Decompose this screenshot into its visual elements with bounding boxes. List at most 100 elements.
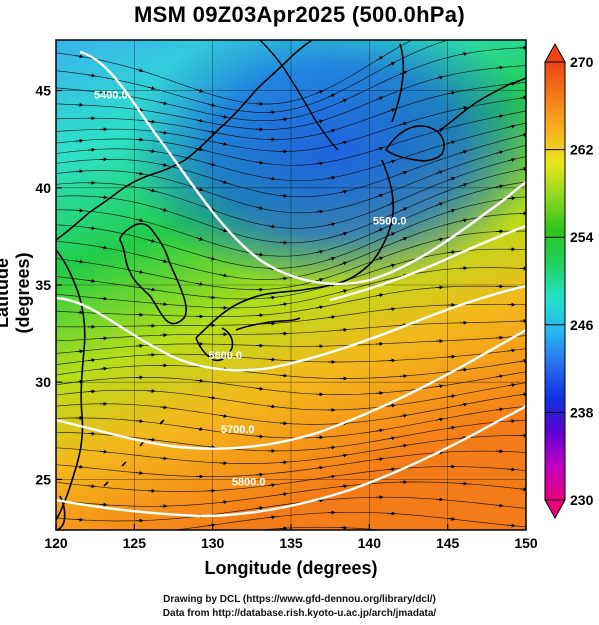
wind-arrow [147,119,156,124]
wind-arrow [99,245,108,250]
x-axis-label: Longitude (degrees) [204,558,378,578]
streamline [56,371,526,395]
wind-arrow [519,95,526,100]
x-tick-label: 150 [514,535,538,551]
coastlines [56,40,526,530]
wind-arrow [327,474,336,479]
wind-arrow [375,228,384,233]
wind-arrow [195,187,204,192]
wind-arrow [447,425,456,430]
wind-arrow [207,395,216,400]
wind-arrow [219,142,228,146]
wind-arrow [375,193,384,198]
wind-arrow [195,427,204,431]
wind-arrow [339,484,348,489]
wind-arrow [148,532,154,533]
wind-arrow [315,161,324,166]
height-contour [56,284,526,372]
y-tick-label: 45 [35,83,51,99]
wind-arrow [387,436,396,441]
wind-arrow [507,523,516,528]
streamline [56,320,526,342]
streamline [56,40,450,113]
height-contour [56,405,526,518]
streamline [56,267,526,309]
wind-arrow [507,348,516,353]
wind-arrow [387,467,396,472]
wind-arrow [435,384,444,389]
x-tick-label: 140 [358,535,382,551]
wind-arrow [219,500,228,505]
wind-arrow [375,457,384,461]
wind-arrow [327,175,336,180]
wind-arrow [159,302,168,307]
wind-arrow [459,367,468,372]
wind-arrow [519,167,526,171]
wind-arrow [219,413,228,418]
wind-arrow [135,218,144,223]
height-contour [79,50,526,286]
wind-arrow [399,413,408,418]
wind-arrow [195,88,204,93]
wind-arrow [339,140,348,145]
wind-arrow [207,129,216,134]
wind-arrow [147,437,156,442]
x-tick-label: 145 [436,535,460,551]
contour-labels: 5400.0 5600.0 5700.0 5800.0 5500.0 [94,89,407,488]
streamline [56,481,526,507]
wind-arrow [219,114,228,119]
wind-arrow [447,177,456,181]
credit-data: Data from http://database.rish.kyoto-u.a… [162,608,437,619]
wind-arrow [279,302,288,307]
wind-arrow [207,162,216,167]
wind-arrow [460,539,466,540]
wind-arrow [495,184,504,189]
wind-arrow [327,256,336,261]
wind-arrow [399,443,408,448]
x-tick-label: 135 [279,535,303,551]
wind-arrow [159,162,168,167]
streamline [56,96,526,152]
x-tick-label: 125 [123,535,147,551]
wind-arrow [496,12,502,13]
wind-arrow [315,305,324,310]
wind-arrow [399,121,408,126]
wind-arrow [159,101,168,106]
streamline [256,526,384,530]
wind-arrow [219,228,228,233]
colorbar-ticks: 270 262 254 246 238 230 [545,54,594,508]
wind-arrow [447,91,456,95]
wind-arrow [447,394,456,399]
wind-arrow [87,73,96,78]
colorbar-tick-label: 238 [570,404,594,420]
wind-arrow [507,157,516,162]
wind-arrow [339,453,348,458]
wind-arrow [99,90,108,95]
colorbar-tick-label: 230 [570,492,594,508]
y-tick-label: 40 [35,180,51,196]
wind-arrow [447,250,456,255]
wind-arrow [507,383,516,388]
streamline [56,285,526,317]
height-contour [329,224,526,302]
wind-arrow [339,289,348,294]
streamline [56,65,526,130]
wind-arrow [267,404,276,409]
wind-arrow [387,61,396,67]
wind-arrow [279,373,288,378]
wind-arrow [75,138,84,143]
streamline [56,181,526,257]
contour-label: 5400.0 [94,89,128,101]
wind-arrow [87,226,96,231]
wind-arrow [447,140,456,145]
streamline [56,435,526,464]
plot-area: 5400.0 5600.0 5700.0 5800.0 5500.0 [56,12,526,540]
wind-arrow [387,159,396,164]
streamline [56,450,526,477]
wind-arrow [387,263,396,268]
chart-title: MSM 09Z03Apr2025 (500.0hPa) [134,2,465,27]
wind-arrow [75,54,84,59]
wind-arrow [87,484,96,489]
colorbar-max-triangle [544,42,566,63]
wind-arrow [147,188,156,193]
